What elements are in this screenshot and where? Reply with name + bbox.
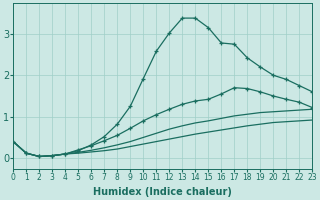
X-axis label: Humidex (Indice chaleur): Humidex (Indice chaleur)	[93, 187, 232, 197]
